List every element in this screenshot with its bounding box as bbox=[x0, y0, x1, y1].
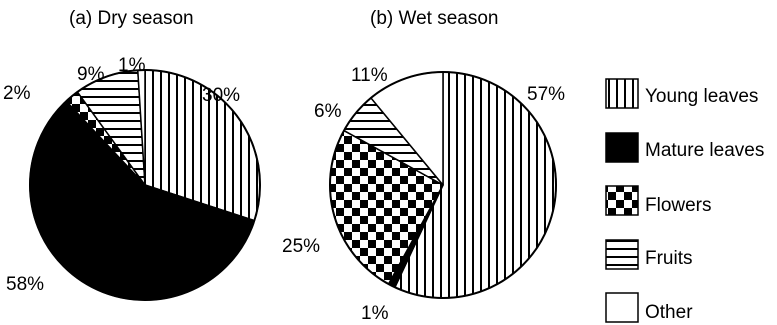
pie-a-label-mature-leaves: 58% bbox=[6, 274, 44, 295]
pie-a-label-young-leaves: 30% bbox=[202, 85, 240, 106]
legend-swatch-mature-leaves bbox=[605, 132, 639, 163]
legend-item-fruits: Fruits bbox=[605, 239, 693, 270]
legend-swatch-fruits bbox=[605, 239, 639, 270]
pie-a-outline bbox=[29, 69, 261, 301]
pie-b-label-fruits: 6% bbox=[314, 101, 342, 122]
legend-item-mature-leaves: Mature leaves bbox=[605, 132, 764, 163]
legend-label-fruits: Fruits bbox=[645, 248, 693, 269]
legend-label-young-leaves: Young leaves bbox=[645, 86, 758, 107]
pie-a-label-flowers: 2% bbox=[3, 83, 31, 104]
legend-item-flowers: Flowers bbox=[605, 185, 712, 216]
pie-a-label-other: 1% bbox=[118, 55, 146, 76]
pie-b-label-other: 11% bbox=[351, 65, 388, 86]
pie-a: 30% 58% 2% 9% 1% bbox=[3, 55, 261, 301]
legend-item-other: Other bbox=[605, 292, 693, 323]
legend-swatch-flowers bbox=[605, 185, 639, 216]
legend-swatch-young-leaves bbox=[605, 78, 639, 109]
pie-b: 57% 1% 25% 6% 11% bbox=[282, 65, 565, 324]
legend-label-other: Other bbox=[645, 302, 693, 323]
legend-swatch-other bbox=[605, 292, 639, 323]
pie-b-outline bbox=[329, 71, 557, 299]
pie-a-label-fruits: 9% bbox=[77, 64, 105, 85]
pie-b-title: (b) Wet season bbox=[370, 8, 498, 29]
pie-a-title: (a) Dry season bbox=[69, 8, 194, 29]
pie-b-label-mature-leaves: 1% bbox=[361, 303, 389, 324]
legend-label-flowers: Flowers bbox=[645, 195, 712, 216]
legend-label-mature-leaves: Mature leaves bbox=[645, 140, 764, 161]
pie-b-label-young-leaves: 57% bbox=[527, 84, 565, 105]
legend: Young leaves Mature leaves Flowers Fruit… bbox=[605, 78, 764, 323]
legend-item-young-leaves: Young leaves bbox=[605, 78, 758, 109]
pie-b-label-flowers: 25% bbox=[282, 236, 320, 257]
